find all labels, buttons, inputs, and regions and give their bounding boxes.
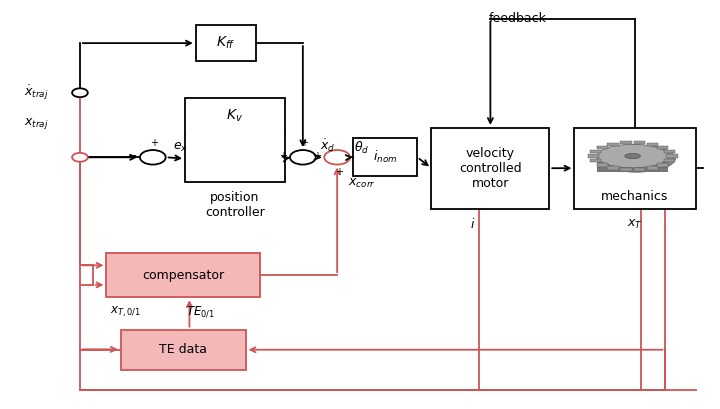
Text: $\dot{x}_{traj}$: $\dot{x}_{traj}$ (24, 83, 49, 102)
Text: −: − (127, 151, 137, 162)
Circle shape (290, 150, 315, 164)
Text: $x_T$: $x_T$ (627, 218, 643, 231)
Text: $TE_{0/1}$: $TE_{0/1}$ (186, 305, 215, 319)
Bar (196, 25, 256, 61)
Ellipse shape (597, 144, 668, 168)
FancyBboxPatch shape (634, 168, 645, 171)
FancyBboxPatch shape (664, 159, 675, 162)
Text: +: + (335, 166, 343, 177)
Text: +: + (313, 151, 321, 162)
FancyBboxPatch shape (588, 155, 599, 158)
Text: feedback: feedback (488, 12, 546, 25)
Circle shape (72, 153, 88, 162)
Ellipse shape (625, 153, 641, 159)
Bar (575, 128, 696, 209)
FancyBboxPatch shape (597, 146, 608, 149)
Text: $e_x$: $e_x$ (173, 141, 188, 154)
FancyBboxPatch shape (657, 163, 668, 166)
Text: $i_{nom}$: $i_{nom}$ (373, 149, 397, 165)
FancyBboxPatch shape (647, 143, 658, 146)
Bar (185, 98, 285, 182)
FancyBboxPatch shape (647, 166, 658, 170)
Text: position
controller: position controller (205, 191, 265, 218)
Circle shape (72, 88, 88, 97)
FancyBboxPatch shape (590, 150, 601, 153)
FancyBboxPatch shape (620, 141, 631, 144)
Text: $K_{ff}$: $K_{ff}$ (217, 35, 235, 51)
FancyBboxPatch shape (607, 166, 618, 170)
FancyBboxPatch shape (634, 141, 645, 144)
Circle shape (140, 150, 166, 164)
Text: velocity
controlled
motor: velocity controlled motor (459, 147, 522, 190)
Text: $x_{traj}$: $x_{traj}$ (24, 115, 49, 130)
FancyBboxPatch shape (657, 146, 668, 149)
FancyBboxPatch shape (620, 168, 631, 171)
Text: +: + (300, 138, 308, 148)
Text: +: + (279, 151, 287, 162)
Text: $\dot{x}_{corr}$: $\dot{x}_{corr}$ (348, 173, 376, 190)
Bar (353, 138, 417, 176)
Text: i: i (471, 218, 474, 231)
Bar (107, 253, 260, 297)
FancyBboxPatch shape (664, 150, 675, 153)
Bar (121, 330, 246, 370)
Text: compensator: compensator (142, 269, 224, 282)
Text: $\dot{x}_d$: $\dot{x}_d$ (320, 138, 336, 154)
Text: $\dot{\theta}_d$: $\dot{\theta}_d$ (354, 136, 369, 156)
FancyBboxPatch shape (597, 163, 608, 166)
Text: mechanics: mechanics (601, 190, 669, 203)
FancyBboxPatch shape (666, 155, 678, 158)
FancyBboxPatch shape (597, 161, 668, 172)
FancyBboxPatch shape (590, 159, 601, 162)
Text: $x_{T,0/1}$: $x_{T,0/1}$ (110, 305, 141, 318)
Ellipse shape (597, 145, 675, 172)
Bar (431, 128, 549, 209)
Circle shape (324, 150, 350, 164)
FancyBboxPatch shape (607, 143, 618, 146)
Text: $K_v$: $K_v$ (227, 108, 243, 124)
Text: TE data: TE data (159, 343, 207, 356)
Text: +: + (150, 138, 158, 148)
